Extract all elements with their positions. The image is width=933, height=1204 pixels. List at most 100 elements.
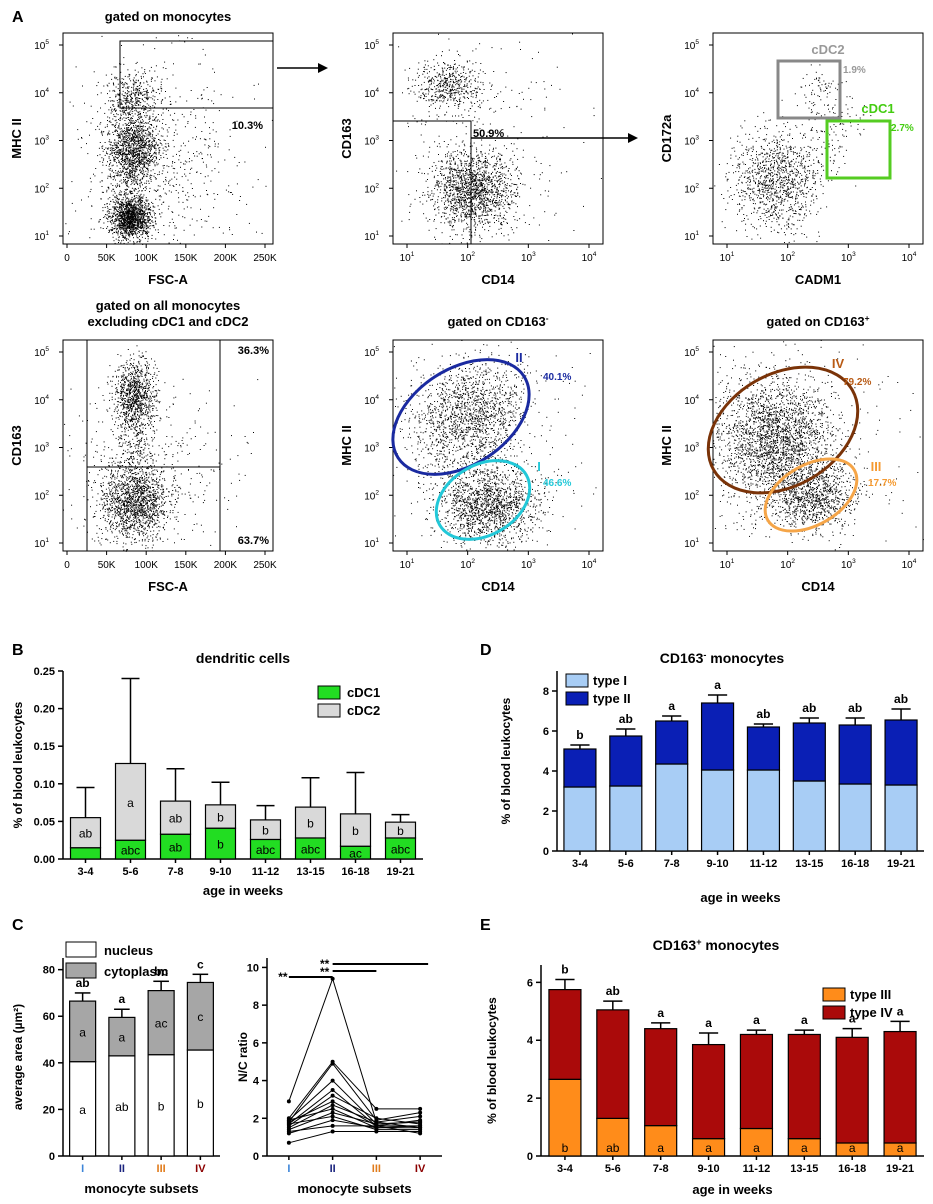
flow-p1-dot (153, 155, 155, 157)
flow-p1-dot (123, 160, 125, 162)
flow-p1-dot (132, 158, 134, 160)
flow-p1-dot (113, 206, 115, 208)
flow-p1-dot (126, 147, 127, 149)
flow-p1-dot (118, 218, 120, 220)
flow-p2-dot (478, 189, 480, 191)
flow-p2-dot (483, 189, 485, 191)
flow-p1-dot (127, 206, 129, 208)
flow-p2-dot (449, 184, 451, 186)
flow-p2-dot (469, 187, 471, 189)
flow-p1-dot (127, 220, 129, 222)
flow-p1-dot (193, 109, 195, 110)
flow-p1-dot (133, 140, 135, 142)
flow-p2-dot (452, 151, 454, 153)
flow-p1-dot (130, 173, 131, 175)
flow-p1-dot (93, 71, 95, 73)
flow-p1-dot (145, 222, 147, 224)
flow-p1-dot (87, 196, 89, 198)
flow-p2-dot (441, 197, 443, 199)
flow-p1-dot (120, 206, 122, 208)
flow-p1-dot (112, 199, 114, 201)
flow-p1-dot (168, 127, 170, 129)
flow-p1-dot (120, 150, 122, 152)
flow-p1-dot (110, 229, 112, 231)
flow-p1-dot (131, 193, 132, 194)
flow-p1-dot (205, 109, 207, 111)
flow-p1-dot (149, 177, 151, 179)
flow-p1-dot (141, 225, 143, 227)
flow-p1-dot (104, 126, 106, 128)
flow-p1-dot (140, 225, 142, 227)
flow-p1-dot (124, 237, 126, 239)
flow-p2-dot (473, 179, 475, 181)
flow-p1-dot (182, 187, 184, 189)
flow-p1-dot (90, 122, 92, 124)
flow-p1-dot (121, 150, 123, 152)
flow-p1-dot (106, 227, 108, 229)
flow-p2-dot (461, 183, 463, 184)
flow-p2-dot (461, 193, 463, 195)
flow-p1-dot (125, 208, 127, 210)
flow-p1-dot (140, 210, 142, 212)
flow-p1-dot (128, 172, 130, 174)
flow-p1-dot (116, 146, 118, 148)
flow-p1-dot (108, 157, 110, 159)
flow-p1-dot (149, 145, 151, 147)
flow-p1-dot (127, 193, 129, 195)
flow-p1-dot (142, 170, 144, 171)
flow-p2-dot (483, 188, 485, 190)
flow-p1-dot (137, 127, 139, 129)
flow-p2-dot (453, 186, 455, 188)
flow-p1-dot (127, 171, 129, 173)
flow-p1-dot (200, 208, 201, 210)
flow-p1-dot (147, 168, 149, 170)
flow-p1-dot (124, 102, 126, 104)
flow-p1-dot (141, 136, 143, 138)
flow-p1-dot (128, 215, 130, 217)
flow-p1-dot (156, 125, 158, 127)
flow-p1-dot (125, 217, 127, 219)
flow-p1-dot (114, 110, 116, 112)
flow-p2-dot (477, 193, 479, 195)
flow-p1-dot (145, 199, 147, 201)
flow-p2-dot (452, 195, 454, 197)
flow-p2-dot (509, 203, 511, 205)
flow-p2-dot (496, 200, 498, 201)
flow-p1-dot (138, 224, 140, 226)
flow-p1-dot (121, 93, 123, 95)
flow-p2-dot (481, 213, 483, 215)
flow-p1-dot (136, 182, 138, 184)
flow-p1-dot (130, 224, 131, 226)
flow-p2-dot (489, 201, 491, 203)
flow-p2-dot (477, 133, 478, 135)
flow-p1-dot (128, 113, 130, 115)
flow-p1-dot (113, 83, 114, 85)
flow-p1-dot (149, 150, 151, 152)
flow-p1-dot (111, 227, 113, 228)
flow-p1-dot (94, 175, 96, 177)
flow-p1-dot (151, 201, 153, 203)
flow-p1-dot (126, 102, 128, 104)
flow-p1-dot (152, 157, 154, 159)
flow-p1-dot (140, 201, 142, 203)
flow-p1-dot (125, 98, 127, 100)
flow-p1-dot (122, 161, 124, 163)
flow-p1-dot (132, 143, 134, 145)
flow-p1-dot (118, 159, 120, 161)
flow-p1-dot (155, 178, 157, 180)
flow-p1-dot (133, 207, 135, 209)
flow-p1-dot (195, 115, 197, 117)
flow-p1-dot (149, 85, 151, 87)
flow-p1-dot (134, 155, 136, 157)
flow-p2-dot (467, 169, 469, 170)
flow-p2-dot (469, 174, 471, 175)
flow-p1-dot (151, 141, 153, 143)
flow-p1-dot (143, 146, 145, 148)
flow-p1-dot (125, 238, 127, 240)
flow-p1-dot (140, 208, 142, 210)
flow-p2-dot (469, 229, 471, 231)
flow-p1-dot (122, 206, 124, 208)
flow-p2-dot (449, 180, 451, 181)
flow-p1-dot (182, 201, 184, 203)
flow-p1-dot (122, 239, 124, 241)
